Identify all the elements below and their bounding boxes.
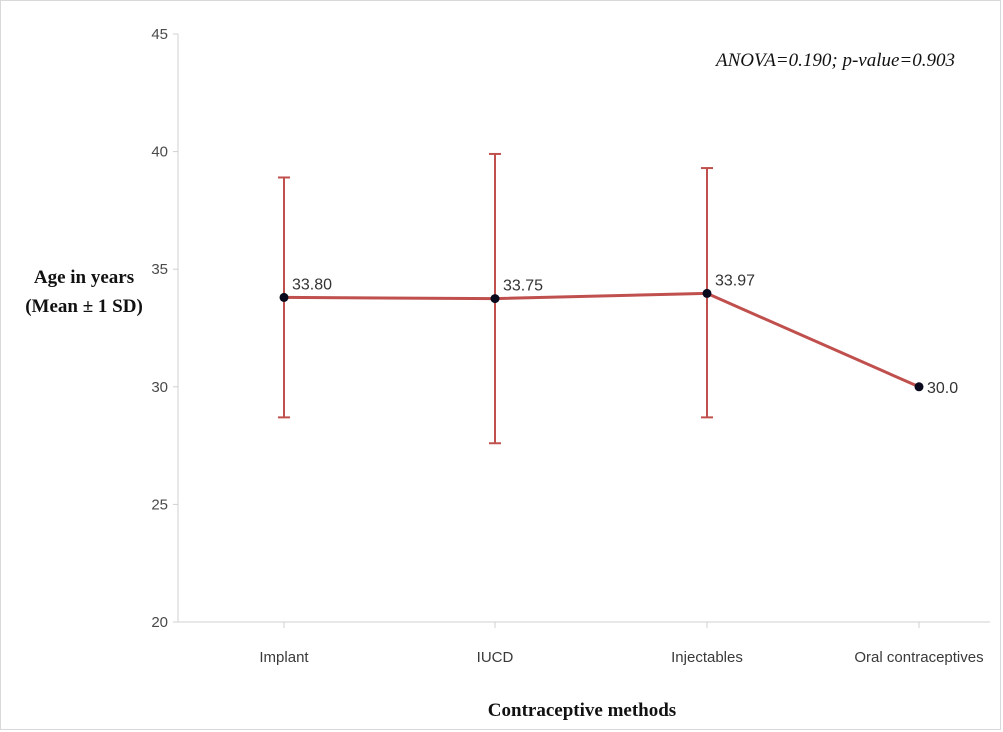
data-label: 33.75 (503, 278, 543, 295)
x-tick-label: IUCD (477, 649, 514, 666)
anova-annotation: ANOVA=0.190; p-value=0.903 (714, 50, 955, 71)
series-line-group (279, 288, 924, 392)
y-axis-title-line-2: (Mean ± 1 SD) (25, 296, 143, 317)
data-label: 33.80 (292, 276, 332, 293)
data-label: 30.0 (927, 380, 958, 397)
data-label: 33.97 (715, 272, 755, 289)
x-tick-label: Oral contraceptives (854, 649, 983, 666)
data-point (279, 292, 289, 302)
y-tick-label: 30 (151, 379, 168, 396)
y-tick-label: 25 (151, 496, 168, 513)
data-labels: 33.80 33.75 33.97 30.0 (292, 272, 958, 396)
x-axis: Implant IUCD Injectables Oral contraceptive… (178, 621, 990, 666)
y-tick-label: 45 (151, 26, 168, 43)
x-axis-title: Contraceptive methods (488, 700, 676, 721)
y-axis-title-line-1: Age in years (34, 267, 134, 288)
series-line (283, 291, 920, 389)
data-point (490, 294, 500, 304)
data-point (914, 382, 924, 392)
x-tick-label: Implant (259, 649, 309, 666)
x-tick-label: Injectables (671, 649, 743, 666)
y-tick-label: 35 (151, 261, 168, 278)
y-axis: 20 25 30 35 40 45 (151, 26, 179, 631)
data-point (702, 288, 712, 298)
y-tick-label: 20 (151, 614, 168, 631)
y-tick-label: 40 (151, 144, 168, 161)
